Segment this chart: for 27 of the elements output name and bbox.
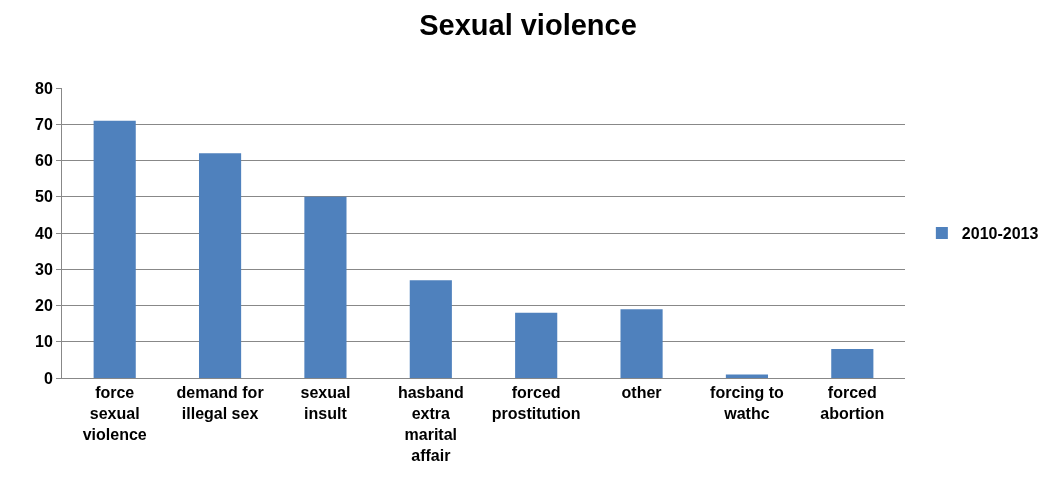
bar [93, 120, 136, 378]
y-tick-label: 30 [35, 260, 53, 278]
x-tick-label: forced prostitution [491, 384, 581, 422]
bar [198, 153, 242, 378]
x-tick-label: sexual insult [300, 384, 351, 422]
x-tick-label: forcing to wathc [710, 384, 785, 422]
bar [620, 309, 663, 378]
x-tick-label: other [621, 384, 662, 402]
y-tick-label: 10 [35, 333, 53, 351]
bar [409, 280, 452, 378]
y-tick-label: 80 [35, 79, 53, 97]
chart-title: Sexual violence [419, 8, 637, 41]
y-tick-label: 60 [35, 152, 53, 170]
x-tick-label: force sexual violence [82, 384, 147, 443]
y-tick-label: 70 [35, 115, 53, 133]
x-tick-label: demand for illegal sex [176, 384, 264, 422]
y-tick-label: 0 [43, 369, 53, 387]
legend-label: 2010-2013 [961, 225, 1039, 243]
bar [304, 196, 347, 378]
bar [725, 374, 769, 378]
x-tick-label: forced abortion [820, 384, 885, 422]
bar [831, 349, 874, 378]
x-tick-label: hasband extra marital affair [397, 384, 464, 464]
bar [515, 312, 558, 378]
y-tick-label: 20 [35, 297, 53, 315]
y-tick-label: 50 [35, 188, 53, 206]
y-tick-label: 40 [35, 224, 53, 242]
